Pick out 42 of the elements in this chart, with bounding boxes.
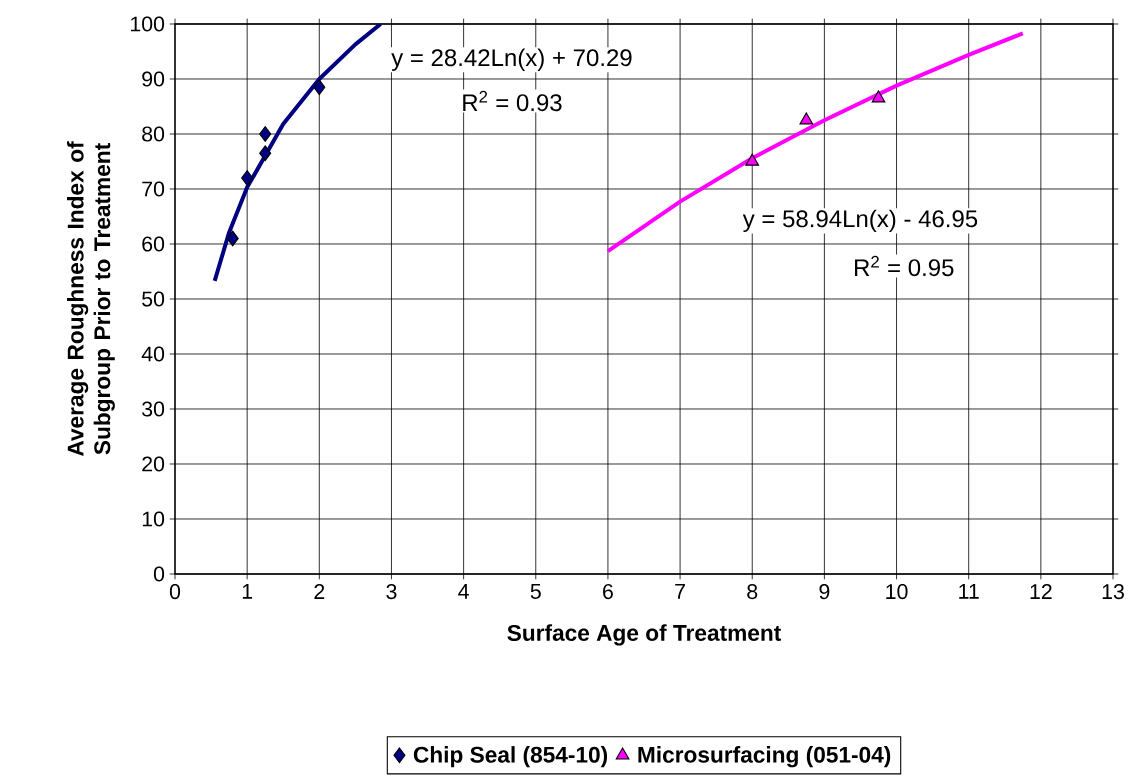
point	[745, 153, 760, 166]
x-tick-label: 5	[530, 584, 541, 599]
point	[226, 230, 239, 247]
x-tick-label: 6	[603, 584, 613, 600]
point	[313, 79, 326, 96]
y-tick-label: 10	[142, 511, 165, 527]
x-tick-label: 11	[959, 584, 979, 599]
x-tick-label: 3	[386, 584, 397, 600]
y-tick-label: 100	[131, 16, 165, 32]
x-tick-label: 7	[675, 584, 685, 599]
x-tick-label: 1	[242, 584, 253, 599]
x-tick-label: 4	[458, 584, 469, 599]
y-tick-label: 20	[142, 456, 165, 472]
y-tick-label: 30	[142, 401, 165, 417]
line-series	[212, 23, 383, 283]
y-tick-label: 90	[142, 71, 165, 87]
x-tick-label: 10	[886, 584, 908, 600]
legend-label: Chip Seal (854-10)	[413, 746, 608, 768]
x-tick-label: 13	[1102, 584, 1124, 600]
y-tick-label: 50	[142, 291, 165, 307]
point	[259, 145, 272, 162]
x-tick-label: 0	[169, 584, 181, 600]
annotation: y = 28.42Ln(x) + 70.29	[391, 48, 632, 71]
annotation: y = 58.94Ln(x) - 46.95	[742, 209, 978, 233]
x-axis-title: Surface Age of Treatment	[507, 624, 782, 646]
point	[259, 126, 272, 142]
y-tick-label: 80	[142, 126, 165, 142]
x-tick-label: 2	[314, 584, 325, 599]
x-tick-label: 12	[1030, 584, 1052, 599]
y-tick-label: 70	[142, 181, 165, 197]
x-tick-label: 9	[819, 584, 830, 600]
y-axis-title: Average Roughness Index of Subgroup Prior to Treatment	[67, 141, 115, 457]
y-tick-label: 60	[142, 236, 165, 252]
point	[799, 112, 814, 125]
annotation: R$^{2}$ = 0.93	[463, 90, 562, 112]
y-tick-label: 40	[141, 346, 165, 362]
legend-label: Microsurfacing (051-04)	[638, 746, 891, 768]
y-tick-label: 0	[153, 566, 165, 582]
x-tick-label: 8	[747, 584, 758, 600]
point	[871, 90, 886, 103]
annotation: R$^{2}$ = 0.95	[855, 255, 954, 277]
point	[241, 170, 254, 186]
